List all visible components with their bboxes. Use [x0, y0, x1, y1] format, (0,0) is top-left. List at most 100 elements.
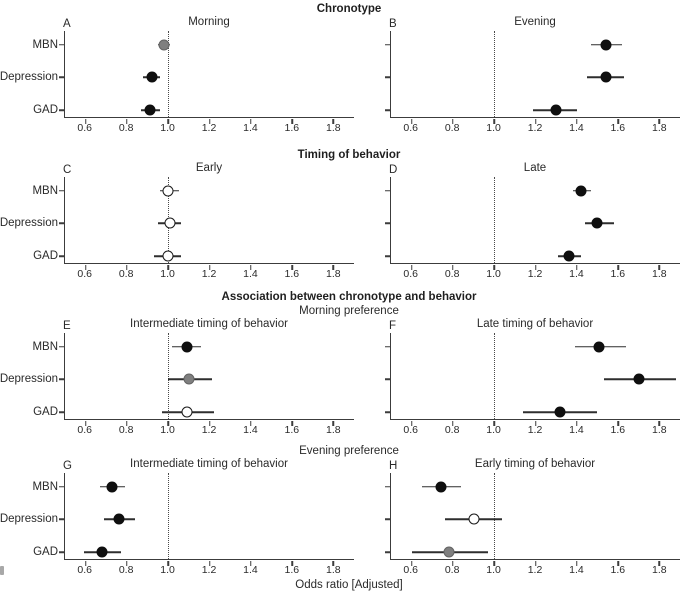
- x-tick-1.2: [208, 421, 211, 426]
- x-tick-label-0.8: 0.8: [444, 564, 460, 576]
- y-axis-labels: MBN Depression GAD: [0, 162, 64, 280]
- x-tick-1.8: [658, 561, 661, 566]
- x-tick-1.6: [291, 119, 293, 124]
- y-axis-labels: MBN Depression GAD: [0, 16, 64, 134]
- x-tick-1.0: [493, 421, 495, 426]
- panel-letter-E: E: [63, 320, 71, 332]
- point-C-depression: [164, 217, 176, 229]
- x-tick-label-1.2: 1.2: [201, 122, 217, 134]
- y-tick-gad: [385, 109, 390, 111]
- x-tick-label-1.6: 1.6: [610, 122, 626, 134]
- x-tick-label-0.8: 0.8: [118, 564, 134, 576]
- x-tick-label-1.2: 1.2: [527, 424, 543, 436]
- panel-title-E: Intermediate timing of behavior: [130, 318, 288, 330]
- point-E-gad: [181, 406, 193, 418]
- x-tick-0.8: [126, 421, 128, 426]
- x-tick-label-0.6: 0.6: [77, 268, 93, 280]
- y-tick-mbn: [385, 44, 390, 46]
- point-A-mbn: [158, 39, 170, 51]
- x-tick-1.4: [576, 119, 578, 124]
- x-tick-1.0: [167, 119, 169, 124]
- row-label-depression: Depression: [0, 217, 58, 230]
- row-label-gad: GAD: [33, 104, 58, 117]
- y-tick-mbn: [59, 44, 64, 46]
- y-tick-mbn: [59, 190, 64, 192]
- x-tick-label-1.4: 1.4: [243, 122, 258, 134]
- panel-D: Late D 0.6 0.8 1.0 1.2 1.4 1.6 1.8: [385, 162, 680, 281]
- figure-panels-root: Chronotype MBN Depression GAD Morning A 0.6 0.8…: [0, 2, 698, 577]
- x-tick-1.8: [332, 561, 335, 566]
- x-tick-1.6: [617, 421, 619, 426]
- x-tick-1.6: [617, 265, 619, 270]
- x-tick-label-0.8: 0.8: [444, 424, 460, 436]
- point-C-gad: [162, 250, 174, 262]
- x-tick-labels-E: 0.6 0.8 1.0 1.2 1.4 1.6 1.8: [64, 420, 354, 437]
- y-tick-gad: [385, 411, 390, 413]
- x-tick-1.2: [534, 265, 537, 270]
- x-tick-label-0.8: 0.8: [118, 424, 134, 436]
- x-tick-label-1.0: 1.0: [160, 564, 175, 576]
- x-tick-label-1.2: 1.2: [527, 564, 543, 576]
- x-tick-1.4: [250, 561, 252, 566]
- x-tick-label-1.0: 1.0: [486, 122, 501, 134]
- panel-G: Intermediate timing of behavior G 0.6 0.8 1.…: [59, 458, 354, 577]
- row-label-depression: Depression: [0, 513, 58, 526]
- panel-letter-B: B: [389, 18, 397, 30]
- x-tick-label-0.6: 0.6: [403, 424, 419, 436]
- y-tick-depression: [59, 378, 64, 381]
- y-tick-mbn: [59, 486, 64, 488]
- section-2: Timing of behavior MBN Depression GAD Early C…: [0, 148, 698, 281]
- row-label-mbn: MBN: [32, 38, 58, 51]
- row-label-mbn: MBN: [32, 480, 58, 493]
- x-tick-0.6: [410, 421, 413, 426]
- x-tick-label-1.4: 1.4: [569, 122, 584, 134]
- point-E-depression: [183, 373, 195, 385]
- x-tick-0.6: [84, 561, 87, 566]
- x-tick-label-1.8: 1.8: [651, 268, 667, 280]
- point-G-gad: [96, 546, 108, 558]
- x-tick-0.8: [452, 421, 454, 426]
- x-tick-1.4: [250, 421, 252, 426]
- y-tick-gad: [59, 411, 64, 413]
- x-tick-labels-B: 0.6 0.8 1.0 1.2 1.4 1.6 1.8: [390, 118, 680, 135]
- x-tick-label-1.4: 1.4: [569, 424, 584, 436]
- x-tick-0.8: [452, 561, 454, 566]
- x-tick-1.6: [617, 561, 619, 566]
- x-tick-label-1.0: 1.0: [486, 268, 501, 280]
- x-tick-label-0.6: 0.6: [77, 564, 93, 576]
- x-tick-label-1.8: 1.8: [325, 564, 341, 576]
- x-tick-labels-G: 0.6 0.8 1.0 1.2 1.4 1.6 1.8: [64, 560, 354, 577]
- x-tick-label-1.2: 1.2: [201, 424, 217, 436]
- row-label-gad: GAD: [33, 546, 58, 559]
- x-tick-label-1.0: 1.0: [160, 268, 175, 280]
- panel-row-3: MBN Depression GAD Intermediate timing of b…: [0, 318, 698, 437]
- reference-line-or-1: [494, 473, 496, 559]
- y-tick-depression: [59, 76, 64, 79]
- y-axis-labels: MBN Depression GAD: [0, 318, 64, 436]
- panel-title-C: Early: [195, 162, 223, 174]
- y-tick-gad: [385, 551, 390, 553]
- x-tick-0.6: [84, 421, 87, 426]
- x-tick-label-1.6: 1.6: [284, 122, 300, 134]
- point-H-gad: [443, 546, 455, 558]
- section-4: Evening preference MBN Depression GAD Interm…: [0, 444, 698, 577]
- x-tick-1.8: [332, 119, 335, 124]
- x-tick-label-1.6: 1.6: [284, 268, 300, 280]
- x-tick-1.2: [208, 119, 211, 124]
- panel-letter-F: F: [389, 320, 397, 332]
- x-tick-1.8: [658, 119, 661, 124]
- x-tick-labels-F: 0.6 0.8 1.0 1.2 1.4 1.6 1.8: [390, 420, 680, 437]
- panel-A: Morning A 0.6 0.8 1.0 1.2 1.4 1.6 1.8: [59, 16, 354, 135]
- x-tick-label-1.6: 1.6: [610, 564, 626, 576]
- point-H-depression: [468, 513, 480, 525]
- panel-F: Late timing of behavior F 0.6 0.8 1.0 1.2 1.4 1…: [385, 318, 680, 437]
- y-tick-mbn: [385, 486, 390, 488]
- x-tick-1.4: [576, 265, 578, 270]
- point-F-depression: [633, 373, 645, 385]
- x-tick-label-1.2: 1.2: [527, 268, 543, 280]
- reference-line-or-1: [494, 31, 496, 117]
- x-tick-label-1.4: 1.4: [569, 268, 584, 280]
- panel-H: Early timing of behavior H 0.6 0.8 1.0 1.2 1.4…: [385, 458, 680, 577]
- x-tick-1.8: [658, 421, 661, 426]
- x-tick-label-0.6: 0.6: [403, 122, 419, 134]
